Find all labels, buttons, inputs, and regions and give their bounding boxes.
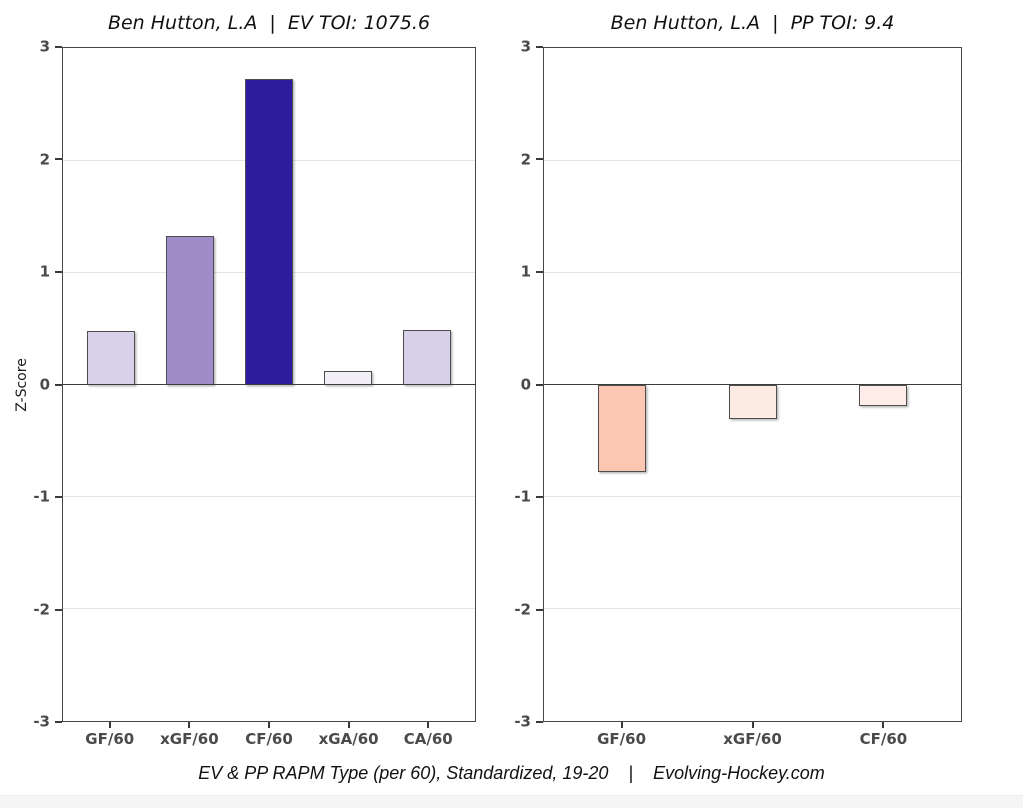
x-tick-mark <box>620 722 623 728</box>
y-tick-mark <box>536 46 543 48</box>
y-tick-label: 0 <box>39 375 50 394</box>
ev-chart-panel: Ben Hutton, L.A | EV TOI: 1075.6 Z-Score… <box>14 12 476 748</box>
y-tick-label: 2 <box>39 150 50 169</box>
y-tick-label: 1 <box>39 262 50 281</box>
ev-chart-title: Ben Hutton, L.A | EV TOI: 1075.6 <box>107 12 431 34</box>
x-tick-label-xgf-60: xGF/60 <box>723 730 782 748</box>
x-tick-mark <box>427 722 430 728</box>
y-tick-label: 3 <box>39 37 50 56</box>
y-tick-label: -1 <box>514 487 531 506</box>
bar-xgf-60 <box>165 236 214 385</box>
bar-ca-60 <box>403 329 452 385</box>
y-tick-label: 2 <box>520 150 531 169</box>
pp-chart-title: Ben Hutton, L.A | PP TOI: 9.4 <box>610 12 895 34</box>
gridline <box>544 608 961 610</box>
y-tick-label: -1 <box>33 487 50 506</box>
gridline <box>63 496 475 498</box>
y-axis: 3 2 1 0 -1 -2 -3 <box>14 38 62 731</box>
x-tick-label-gf-60: GF/60 <box>85 730 135 748</box>
gridline <box>544 271 961 273</box>
x-tick-label-xgf-60: xGF/60 <box>160 730 219 748</box>
zero-line <box>544 383 961 386</box>
x-tick-mark <box>188 722 191 728</box>
y-tick-mark <box>55 608 62 611</box>
gridline <box>63 608 475 610</box>
y-tick-mark <box>536 270 543 273</box>
plot-area <box>62 47 476 722</box>
y-tick-mark <box>55 721 62 723</box>
y-tick-mark <box>55 495 62 498</box>
y-tick-label: -2 <box>514 600 531 619</box>
y-tick-mark <box>55 383 62 386</box>
gridline <box>544 159 961 161</box>
x-tick-label-cf-60: CF/60 <box>859 730 908 748</box>
y-tick-label: 1 <box>520 262 531 281</box>
y-axis: 3 2 1 0 -1 -2 -3 <box>495 38 543 731</box>
x-axis: GF/60 xGF/60 CF/60 <box>543 722 962 768</box>
y-tick-label: -3 <box>33 712 50 731</box>
x-axis: GF/60 xGF/60 CF/60 xGA/60 CA/60 <box>62 722 476 768</box>
bar-cf-60 <box>858 384 907 406</box>
page-bottom-strip <box>0 795 1023 808</box>
x-tick-label-ca-60: CA/60 <box>403 730 453 748</box>
y-tick-mark <box>536 721 543 723</box>
bar-gf-60 <box>86 330 135 385</box>
x-tick-label-cf-60: CF/60 <box>245 730 293 748</box>
y-tick-label: 3 <box>520 37 531 56</box>
x-tick-mark <box>751 722 754 728</box>
gridline <box>544 496 961 498</box>
zero-line <box>63 383 475 386</box>
x-tick-label-gf-60: GF/60 <box>597 730 647 748</box>
y-tick-mark <box>536 495 543 498</box>
y-tick-mark <box>536 383 543 386</box>
y-tick-mark <box>536 608 543 611</box>
x-tick-label-xga-60: xGA/60 <box>318 730 379 748</box>
x-tick-mark <box>108 722 111 728</box>
y-tick-mark <box>536 158 543 161</box>
bar-xgf-60 <box>728 384 777 420</box>
plot-area <box>543 47 962 722</box>
figure-caption: EV & PP RAPM Type (per 60), Standardized… <box>198 763 825 783</box>
x-tick-mark <box>347 722 350 728</box>
y-tick-label: -2 <box>33 600 50 619</box>
y-tick-mark <box>55 270 62 273</box>
y-tick-mark <box>55 46 62 48</box>
y-tick-label: 0 <box>520 375 531 394</box>
x-tick-mark <box>882 722 885 728</box>
bar-cf-60 <box>245 79 293 385</box>
bar-gf-60 <box>598 384 647 472</box>
x-tick-mark <box>268 722 270 728</box>
bar-xga-60 <box>324 371 373 385</box>
y-tick-label: -3 <box>514 712 531 731</box>
pp-chart-panel: Ben Hutton, L.A | PP TOI: 9.4 3 2 1 0 -1 -2 -3… <box>514 12 962 748</box>
y-tick-mark <box>55 158 62 161</box>
